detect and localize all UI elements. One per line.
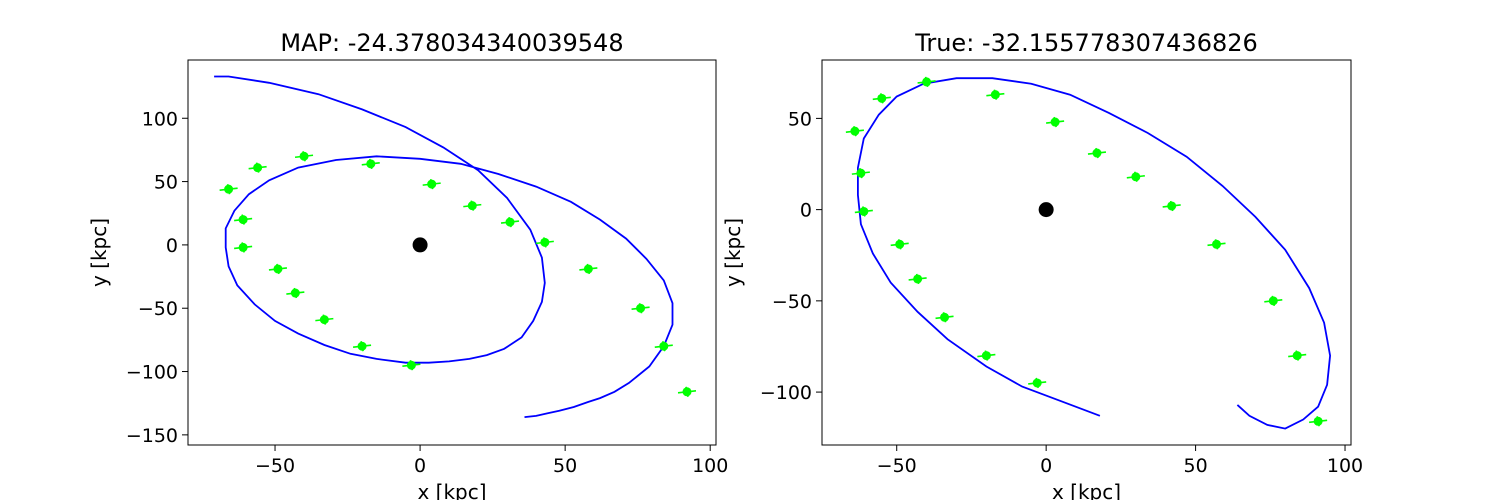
data-point [406,360,416,370]
data-point [913,274,923,284]
data-point [299,151,309,161]
data-point [1092,148,1102,158]
x-tick-label: 100 [1327,455,1363,477]
data-point [1212,239,1222,249]
chart-title: MAP: -24.378034340039548 [280,29,623,57]
data-point [1050,117,1060,127]
data-point [1268,296,1278,306]
data-point [505,217,515,227]
data-point [319,315,329,325]
y-tick-label: 0 [800,200,812,222]
x-tick-label: 100 [692,455,728,477]
y-tick-label: 50 [154,172,178,194]
data-point [895,239,905,249]
data-point [366,159,376,169]
data-point [540,237,550,247]
x-tick-label: 50 [1183,455,1207,477]
x-tick-label: 50 [553,455,577,477]
data-point [850,126,860,136]
y-tick-label: −150 [126,425,178,447]
center-marker [1038,202,1054,218]
data-point [427,179,437,189]
center-marker [412,237,428,253]
orbit-line [857,77,1332,430]
x-tick-label: 0 [1040,455,1052,477]
y-axis-label: y [kpc] [87,218,111,287]
data-point [238,215,248,225]
y-axis-label: y [kpc] [721,218,745,287]
data-point [238,242,248,252]
data-point [290,288,300,298]
data-point [357,341,367,351]
data-point [990,90,1000,100]
data-point [273,264,283,274]
subplot-1: −50 0 50 100 100 50 0 −50 −100 −150 MAP: -24.37803… [87,29,728,500]
data-point [859,206,869,216]
y-tick-label: 50 [788,108,812,130]
data-point [877,93,887,103]
data-point [253,163,263,173]
data-point [224,184,234,194]
y-tick-label: −50 [772,291,812,313]
data-point [981,351,991,361]
y-tick-label: 0 [166,235,178,257]
y-tick-label: 100 [142,108,178,130]
data-point [636,303,646,313]
orbit-line [214,75,674,418]
data-point [583,264,593,274]
x-tick-label: −50 [877,455,917,477]
data-point [1032,378,1042,388]
data-point [922,77,932,87]
x-axis-label: x [kpc] [417,480,486,500]
y-tick-label: −100 [760,382,812,404]
data-point [1167,201,1177,211]
data-point [1131,172,1141,182]
data-point [940,312,950,322]
y-tick-label: −100 [126,362,178,384]
data-point [856,168,866,178]
y-tick-label: −50 [138,298,178,320]
x-tick-label: −50 [255,455,295,477]
data-point [682,387,692,397]
data-point [1313,416,1323,426]
chart-title: True: -32.155778307436826 [914,29,1258,57]
axes-frame [821,59,1352,446]
subplot-2: −50 0 50 100 50 0 −50 −100 True: -32.15577830743… [721,29,1363,500]
data-point [659,341,669,351]
data-point [1292,351,1302,361]
axes-frame [187,59,717,446]
x-tick-label: 0 [414,455,426,477]
x-axis-label: x [kpc] [1052,480,1121,500]
data-point [467,201,477,211]
